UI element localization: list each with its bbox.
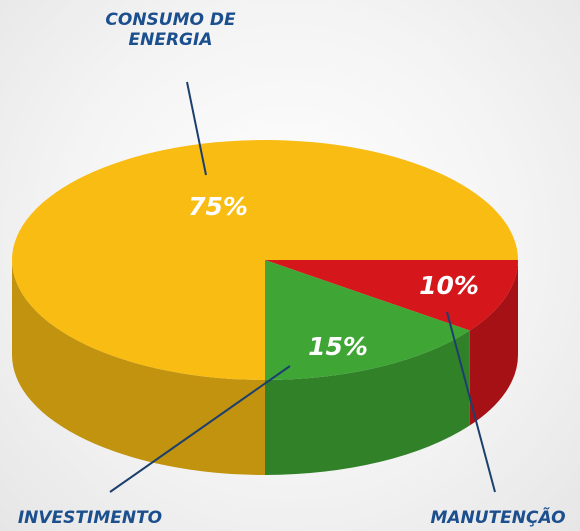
- category-label: MANUTENÇÃO: [430, 508, 566, 528]
- leader-line: [186, 81, 207, 176]
- slice-side: [265, 330, 470, 475]
- leader-line: [109, 365, 291, 493]
- value-label: 15%: [308, 332, 368, 361]
- slice-side: [12, 260, 265, 475]
- leader-lines: [109, 81, 496, 493]
- category-label: CONSUMO DE ENERGIA: [105, 10, 236, 50]
- slice: [12, 140, 518, 380]
- leader-line: [446, 311, 496, 493]
- pie: [12, 140, 518, 475]
- slice: [265, 260, 470, 380]
- value-label: 75%: [188, 192, 248, 221]
- category-label: INVESTIMENTO: [17, 508, 163, 528]
- value-label: 10%: [419, 271, 479, 300]
- slice-side: [469, 260, 518, 426]
- slice: [265, 260, 518, 331]
